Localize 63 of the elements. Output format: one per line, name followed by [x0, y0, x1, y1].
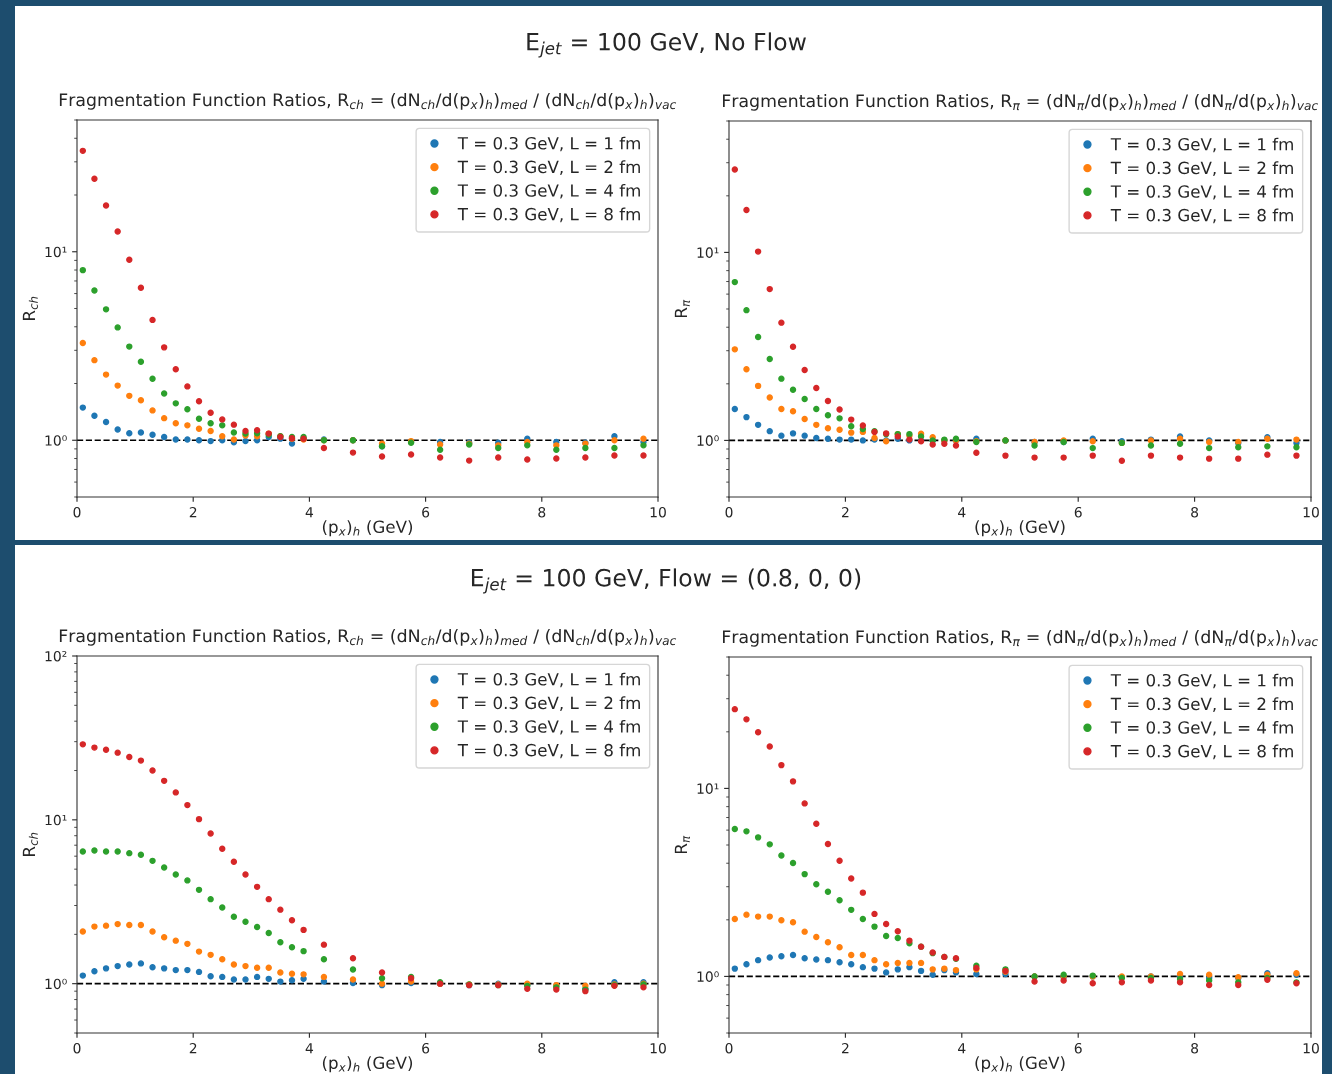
legend-label: T = 0.3 GeV, L = 8 fm — [1110, 208, 1293, 224]
chart-title: Fragmentation Function Ratios, R$_{ch}$ = (dN$_{ch}$/d(p$_{x}$)$_{h}$)$_{med}$ / (dN$_{ch}$/d(p$_{x}$)$_{h}$)$_{vac}$ — [59, 92, 677, 110]
y-tick-label: 10¹ — [697, 783, 719, 794]
chart-title: Fragmentation Function Ratios, R$_{π}$ = (dN$_{π}$/d(p$_{x}$)$_{h}$)$_{med}$ / (dN$_{π}$/d(p$_{x}$)$_{h}$)$_{vac}$ — [723, 93, 1318, 111]
x-tick-label: 2 — [189, 506, 197, 518]
x-tick-label: 10 — [650, 506, 666, 518]
chart-title: Fragmentation Function Ratios, R$_{π}$ = (dN$_{π}$/d(p$_{x}$)$_{h}$)$_{med}$ / (dN$_{π}$/d(p$_{x}$)$_{h}$)$_{vac}$ — [723, 629, 1318, 647]
y-tick-label: 10⁰ — [697, 435, 719, 446]
x-axis-title: (p$_{x}$)$_{h}$ (GeV) — [975, 1056, 1065, 1073]
y-axis-title: R$_{π}$ — [674, 299, 690, 318]
legend-label: T = 0.3 GeV, L = 8 fm — [457, 207, 640, 223]
x-tick-label: 6 — [1074, 506, 1082, 518]
x-tick-label: 0 — [73, 1042, 81, 1054]
x-axis-title: (p$_{x}$)$_{h}$ (GeV) — [322, 1056, 413, 1073]
x-tick-label: 0 — [73, 506, 81, 518]
x-tick-label: 2 — [189, 1042, 197, 1054]
x-tick-label: 6 — [422, 1042, 430, 1054]
legend-label: T = 0.3 GeV, L = 2 fm — [457, 160, 640, 175]
text: E$_{jet}$ = 100 GeV, No Flow — [527, 32, 806, 58]
y-tick-label: 10⁰ — [697, 971, 719, 982]
y-tick-label: 10¹ — [45, 246, 67, 258]
x-tick-label: 0 — [725, 1042, 733, 1054]
legend-label: T = 0.3 GeV, L = 8 fm — [1110, 744, 1293, 760]
legend-label: T = 0.3 GeV, L = 4 fm — [1110, 720, 1293, 736]
x-tick-label: 2 — [842, 1042, 849, 1054]
legend-label: T = 0.3 GeV, L = 1 fm — [1110, 137, 1293, 153]
x-axis-title: (p$_{x}$)$_{h}$ (GeV) — [975, 520, 1065, 537]
y-axis-title: R$_{π}$ — [674, 835, 690, 854]
x-axis-title: (p$_{x}$)$_{h}$ (GeV) — [322, 520, 413, 537]
x-tick-label: 6 — [422, 506, 430, 518]
legend-label: T = 0.3 GeV, L = 1 fm — [1110, 673, 1293, 689]
x-tick-label: 8 — [1191, 1042, 1199, 1054]
x-tick-label: 6 — [1074, 1042, 1082, 1054]
x-tick-label: 4 — [958, 1043, 966, 1054]
x-tick-label: 8 — [538, 506, 546, 518]
x-tick-label: 8 — [1191, 506, 1199, 518]
y-tick-label: 10¹ — [45, 814, 67, 826]
y-tick-label: 10⁰ — [45, 435, 67, 446]
x-tick-label: 4 — [305, 1043, 314, 1054]
legend-label: T = 0.3 GeV, L = 2 fm — [1110, 161, 1293, 176]
x-tick-label: 10 — [650, 1042, 666, 1054]
x-tick-label: 10 — [1303, 1042, 1319, 1054]
legend-label: T = 0.3 GeV, L = 4 fm — [457, 183, 640, 199]
x-tick-label: 0 — [725, 506, 733, 518]
legend-label: T = 0.3 GeV, L = 4 fm — [1110, 184, 1293, 200]
legend-label: T = 0.3 GeV, L = 8 fm — [457, 743, 640, 759]
x-tick-label: 8 — [538, 1042, 546, 1054]
y-tick-label: 10⁰ — [45, 978, 67, 990]
chart-title: Fragmentation Function Ratios, R$_{ch}$ = (dN$_{ch}$/d(p$_{x}$)$_{h}$)$_{med}$ / (dN$_{ch}$/d(p$_{x}$)$_{h}$)$_{vac}$ — [59, 628, 677, 646]
legend-label: T = 0.3 GeV, L = 1 fm — [457, 136, 640, 152]
y-axis-title: R$_{ch}$ — [22, 296, 38, 320]
y-axis-title: R$_{ch}$ — [22, 832, 38, 856]
legend-label: T = 0.3 GeV, L = 2 fm — [1110, 697, 1293, 712]
x-tick-label: 4 — [958, 507, 966, 518]
y-tick-label: 10² — [45, 650, 67, 662]
x-tick-label: 2 — [842, 506, 849, 518]
legend-label: T = 0.3 GeV, L = 2 fm — [457, 696, 640, 711]
x-tick-label: 10 — [1303, 506, 1319, 518]
text: E$_{jet}$ = 100 GeV, Flow = (0.8, 0, 0) — [471, 568, 861, 594]
legend-label: T = 0.3 GeV, L = 1 fm — [457, 672, 640, 688]
legend-label: T = 0.3 GeV, L = 4 fm — [457, 719, 640, 735]
x-tick-label: 4 — [305, 507, 314, 518]
y-tick-label: 10¹ — [697, 247, 719, 258]
